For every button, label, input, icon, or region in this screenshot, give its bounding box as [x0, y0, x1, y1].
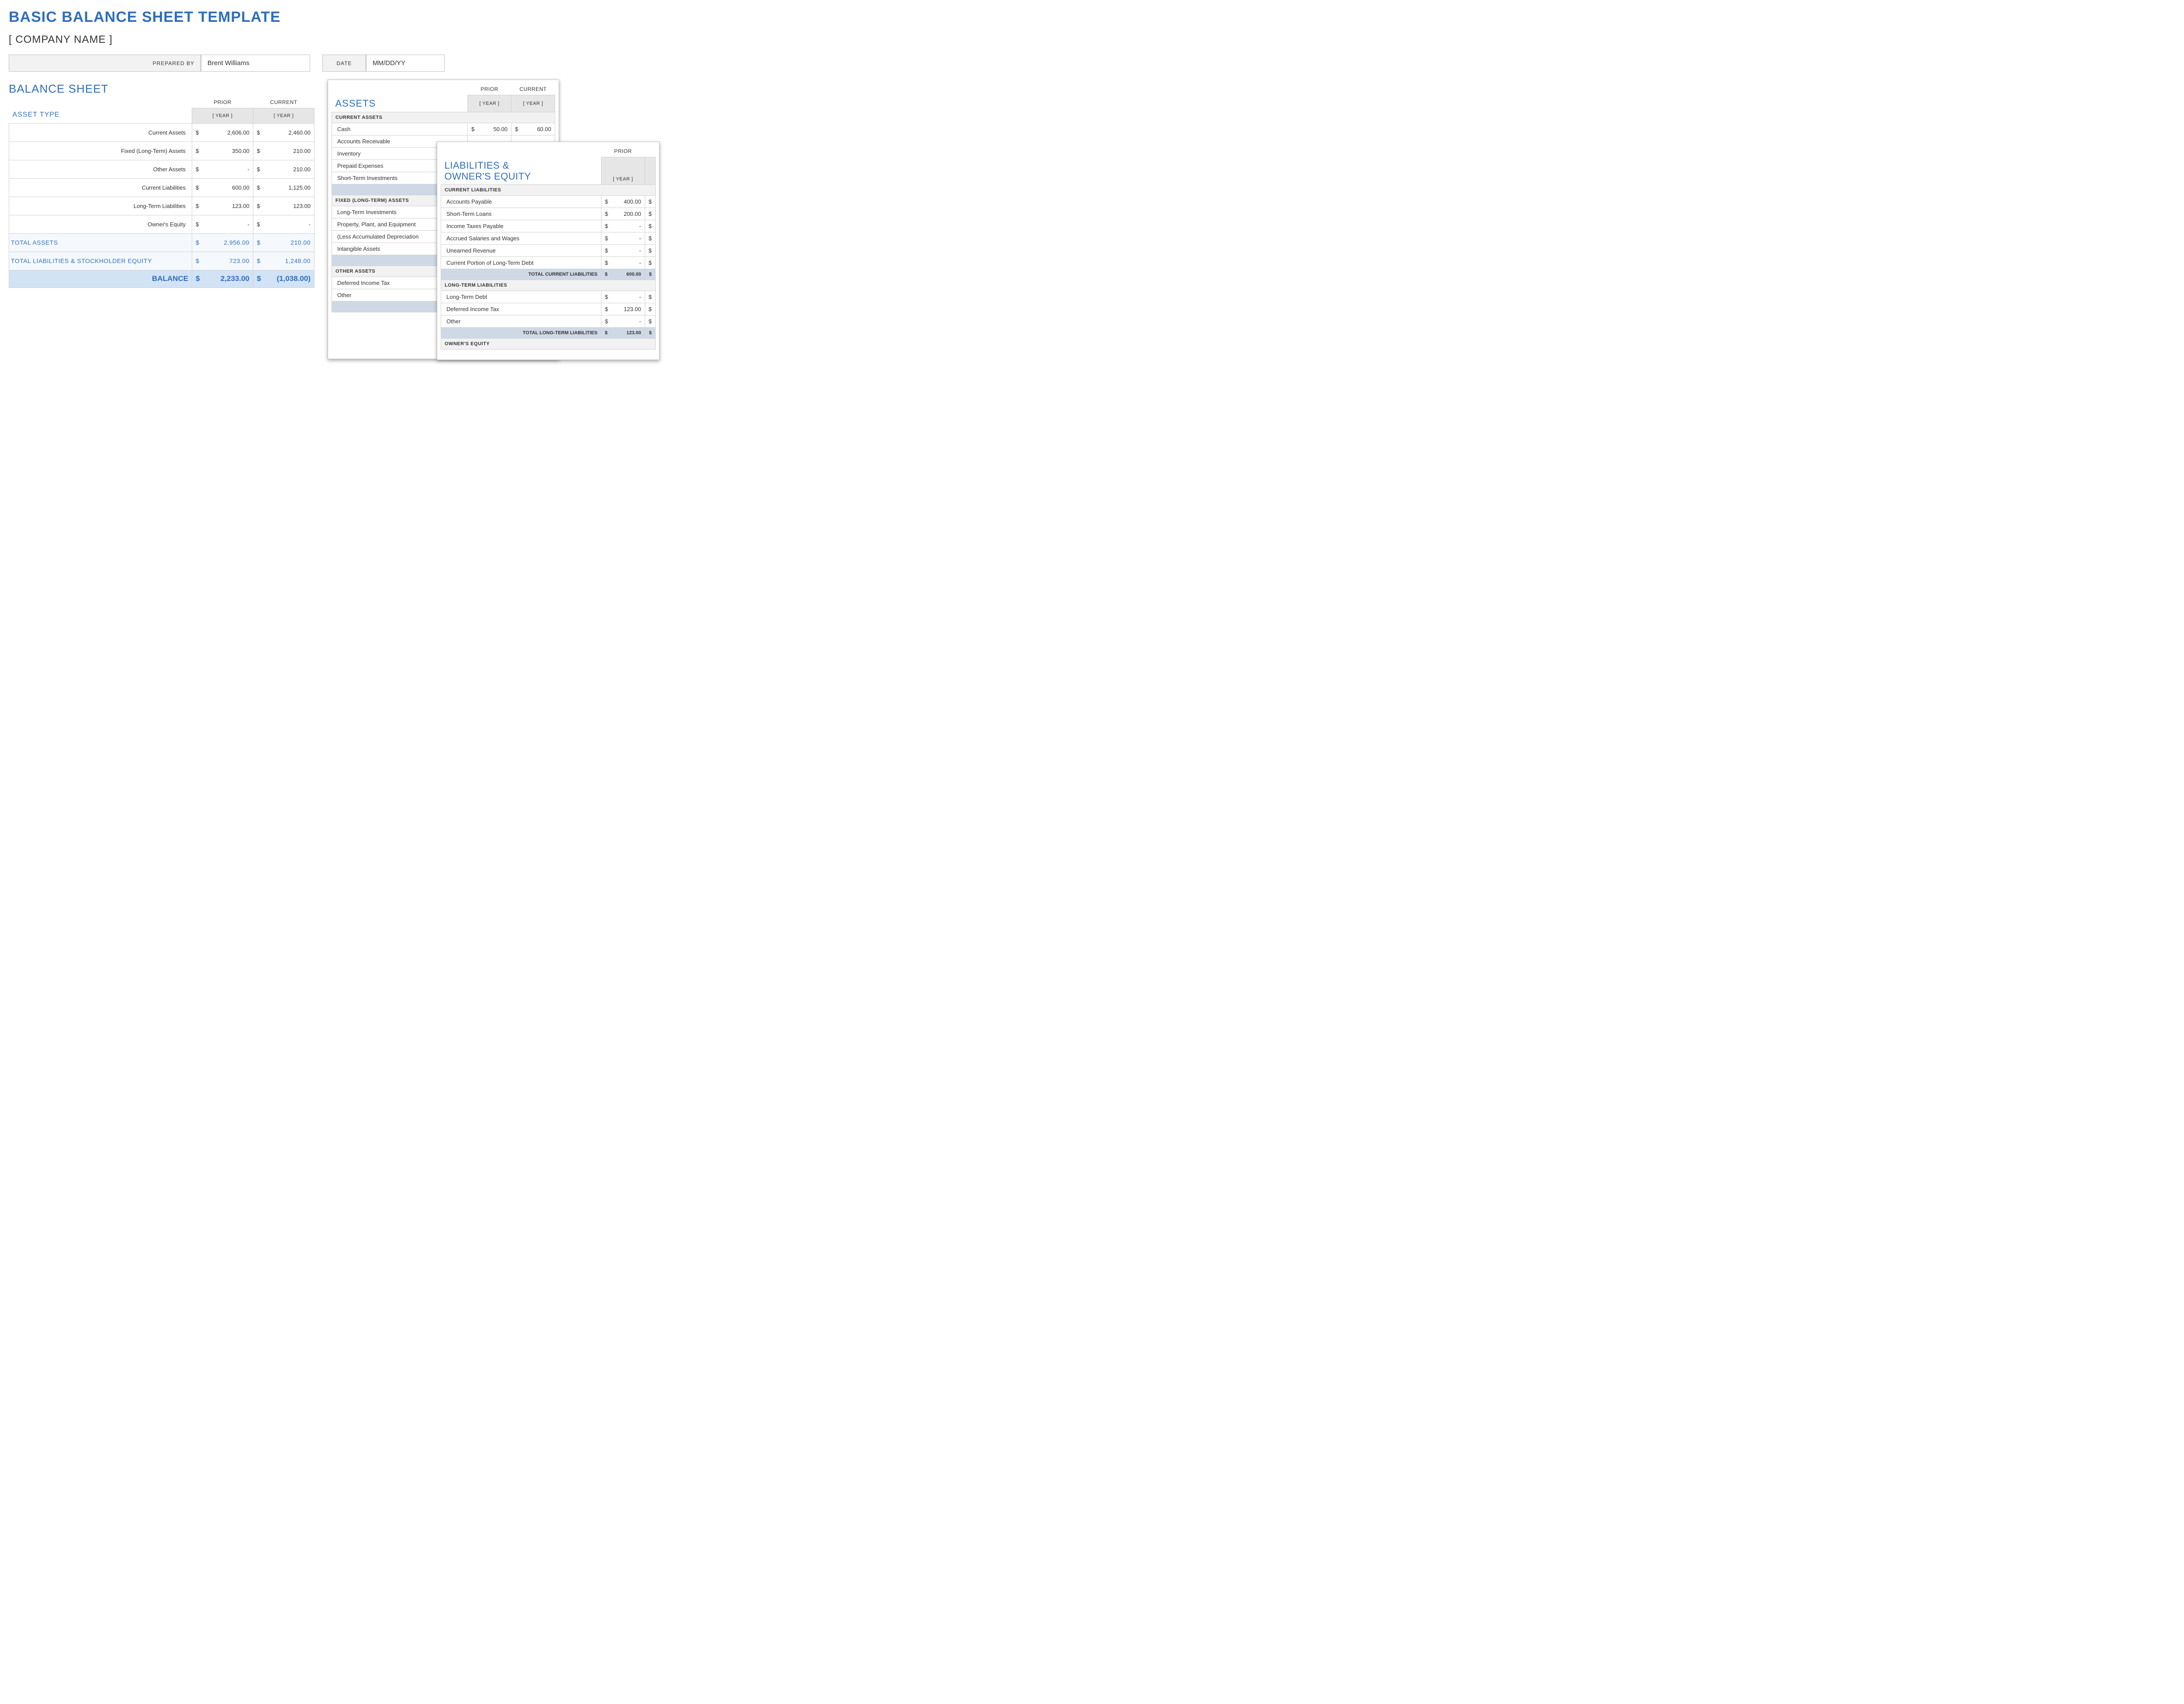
assets-title: ASSETS: [335, 98, 464, 109]
table-row: Current Liabilities $600.00 $1,125.00: [9, 178, 314, 197]
table-row: Short-Term Loans$200.00$: [441, 208, 656, 220]
table-row: Long-Term Liabilities $123.00 $123.00: [9, 197, 314, 215]
liabilities-title-a: LIABILITIES &: [445, 160, 598, 171]
prepared-by-label: PREPARED BY: [9, 55, 201, 72]
prepared-by-value[interactable]: Brent Williams: [201, 55, 310, 72]
table-row: Long-Term Debt$-$: [441, 291, 656, 303]
group-total: TOTAL CURRENT LIABILITIES: [441, 269, 601, 280]
liabilities-title-b: OWNER'S EQUITY: [445, 171, 598, 182]
group-header: OWNER'S EQUITY: [441, 339, 656, 350]
table-row: Accrued Salaries and Wages$-$: [441, 232, 656, 245]
table-row: Other$-$: [441, 315, 656, 328]
table-row: Income Taxes Payable$-$: [441, 220, 656, 232]
balance-sheet-title: BALANCE SHEET: [9, 82, 314, 96]
summary-table: PRIOR CURRENT ASSET TYPE [ YEAR ] [ YEAR…: [9, 97, 314, 288]
table-row: Unearned Revenue$-$: [441, 245, 656, 257]
table-row: Current Assets $2,606.00 $2,460.00: [9, 123, 314, 142]
total-assets-row: TOTAL ASSETS $2,956.00 $210.00: [9, 233, 314, 252]
liabilities-panel: PRIOR LIABILITIES & OWNER'S EQUITY [ YEA…: [437, 142, 660, 360]
table-row: Fixed (Long-Term) Assets $350.00 $210.00: [9, 142, 314, 160]
asset-type-label: ASSET TYPE: [13, 111, 189, 119]
table-row: Deferred Income Tax$123.00$: [441, 303, 656, 315]
date-label: DATE: [322, 55, 366, 72]
page-title: BASIC BALANCE SHEET TEMPLATE: [9, 9, 2175, 26]
table-row: Accounts Payable$400.00$: [441, 196, 656, 208]
table-row: Cash $50.00 $60.00: [332, 123, 555, 135]
table-row: Other Assets $- $210.00: [9, 160, 314, 178]
header-row: PREPARED BY Brent Williams DATE MM/DD/YY: [9, 55, 2175, 72]
date-value[interactable]: MM/DD/YY: [366, 55, 445, 72]
col-year-current: [ YEAR ]: [253, 108, 314, 124]
group-header: LONG-TERM LIABILITIES: [441, 280, 656, 291]
col-prior-top: PRIOR: [192, 97, 253, 108]
total-liab-row: TOTAL LIABILITIES & STOCKHOLDER EQUITY $…: [9, 252, 314, 270]
group-total: TOTAL LONG-TERM LIABILITIES: [441, 328, 601, 339]
col-year-prior: [ YEAR ]: [192, 108, 253, 124]
company-name: [ COMPANY NAME ]: [9, 34, 2175, 46]
group-header: CURRENT ASSETS: [332, 112, 555, 123]
balance-row: BALANCE $2,233.00 $(1,038.00): [9, 270, 314, 287]
col-current-top: CURRENT: [253, 97, 314, 108]
table-row: Current Portion of Long-Term Debt$-$: [441, 257, 656, 269]
group-header: CURRENT LIABILITIES: [441, 185, 656, 196]
table-row: Owner's Equity $- $-: [9, 215, 314, 233]
